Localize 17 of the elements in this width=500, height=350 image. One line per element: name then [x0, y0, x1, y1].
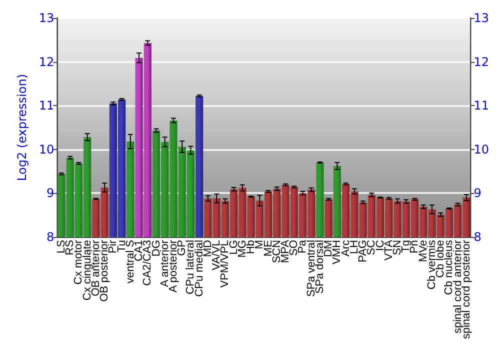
- y2-tick-label: 11: [474, 98, 490, 113]
- y2-tick-label: 12: [474, 54, 490, 69]
- x-tick-label: A posterior: [167, 240, 180, 293]
- y-tick-label: 8: [46, 230, 54, 244]
- y-tick-label: 13: [38, 11, 54, 25]
- x-tick-label: OB posterior: [98, 240, 111, 302]
- x-tick-label: Tg: [400, 240, 412, 253]
- y-tick-label: 12: [38, 54, 54, 69]
- y2-tick-label: 9: [474, 186, 482, 200]
- y-tick-label: 11: [38, 98, 54, 113]
- y-tick-label: 10: [38, 142, 54, 156]
- x-tick-label: spinal cord posterior: [460, 240, 472, 340]
- y-tick-label: 9: [46, 186, 54, 200]
- y-axis-title: Log2 (expression): [15, 74, 29, 181]
- y2-tick-label: 8: [474, 230, 482, 244]
- y2-tick-label: 13: [474, 11, 490, 25]
- y2-tick-label: 10: [474, 142, 490, 156]
